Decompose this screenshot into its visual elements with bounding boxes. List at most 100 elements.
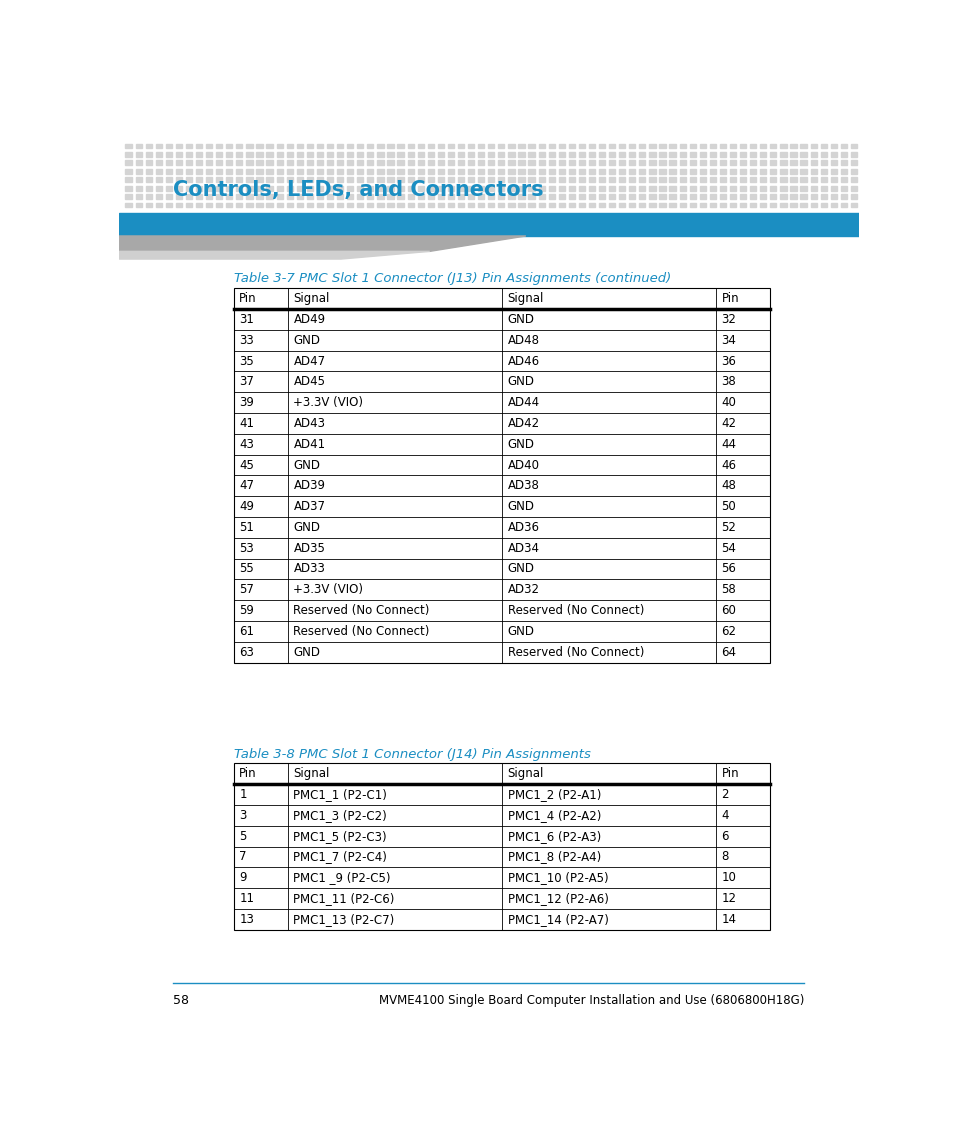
Bar — [528, 185, 534, 190]
Bar — [146, 160, 152, 165]
Bar — [709, 203, 716, 207]
Bar — [246, 160, 253, 165]
Bar — [840, 195, 846, 199]
Bar — [608, 185, 615, 190]
Bar — [236, 152, 242, 157]
Text: 43: 43 — [239, 437, 254, 451]
Bar — [780, 195, 785, 199]
Bar — [517, 160, 524, 165]
Bar — [477, 169, 484, 174]
Bar — [166, 143, 172, 148]
Bar — [347, 152, 353, 157]
Bar — [437, 185, 443, 190]
Bar — [427, 177, 434, 182]
Bar — [608, 177, 615, 182]
Bar — [447, 195, 454, 199]
Bar — [659, 203, 665, 207]
Bar — [135, 177, 142, 182]
Bar — [367, 203, 373, 207]
Bar — [780, 143, 785, 148]
Bar — [256, 203, 262, 207]
Bar — [166, 185, 172, 190]
Bar — [608, 160, 615, 165]
Bar — [588, 152, 595, 157]
Bar — [578, 203, 584, 207]
Bar — [367, 185, 373, 190]
Bar — [528, 177, 534, 182]
Text: GND: GND — [507, 376, 534, 388]
Bar — [820, 177, 826, 182]
Text: PMC1_14 (P2-A7): PMC1_14 (P2-A7) — [507, 913, 608, 926]
Text: 48: 48 — [720, 480, 736, 492]
Bar — [327, 169, 333, 174]
Bar — [477, 177, 484, 182]
Bar — [356, 203, 363, 207]
Bar — [720, 185, 725, 190]
Bar — [537, 185, 544, 190]
Text: PMC1_6 (P2-A3): PMC1_6 (P2-A3) — [507, 830, 600, 843]
Bar — [618, 185, 624, 190]
Bar — [810, 143, 816, 148]
Bar — [186, 195, 192, 199]
Bar — [397, 203, 403, 207]
Bar — [336, 143, 343, 148]
Text: 8: 8 — [720, 851, 728, 863]
Bar — [537, 195, 544, 199]
Bar — [497, 185, 504, 190]
Bar — [256, 160, 262, 165]
Bar — [568, 185, 575, 190]
Bar — [568, 160, 575, 165]
Bar — [608, 195, 615, 199]
Bar — [468, 203, 474, 207]
Bar — [307, 195, 313, 199]
Bar — [830, 152, 836, 157]
Bar — [327, 185, 333, 190]
Bar — [840, 203, 846, 207]
Bar — [296, 177, 303, 182]
Bar — [568, 169, 575, 174]
Text: 1: 1 — [239, 788, 247, 802]
Bar — [709, 152, 716, 157]
Bar — [166, 152, 172, 157]
Bar — [216, 203, 222, 207]
Bar — [649, 195, 655, 199]
Text: 32: 32 — [720, 313, 736, 326]
Text: 64: 64 — [720, 646, 736, 658]
Bar — [387, 143, 394, 148]
Bar — [830, 143, 836, 148]
Bar — [155, 143, 162, 148]
Bar — [336, 185, 343, 190]
Bar — [407, 203, 414, 207]
Bar — [649, 160, 655, 165]
Bar — [679, 203, 685, 207]
Bar — [508, 177, 514, 182]
Bar — [397, 177, 403, 182]
Bar — [236, 169, 242, 174]
Text: Pin: Pin — [720, 292, 739, 305]
Text: AD43: AD43 — [294, 417, 325, 431]
Bar — [256, 152, 262, 157]
Text: AD34: AD34 — [507, 542, 539, 554]
Bar — [397, 185, 403, 190]
Bar — [558, 169, 564, 174]
Bar — [720, 143, 725, 148]
Bar — [649, 169, 655, 174]
Bar — [629, 169, 635, 174]
Text: 54: 54 — [720, 542, 736, 554]
Bar — [830, 177, 836, 182]
Bar — [528, 152, 534, 157]
Text: PMC1_11 (P2-C6): PMC1_11 (P2-C6) — [294, 892, 395, 905]
Bar — [618, 143, 624, 148]
Bar — [548, 169, 555, 174]
Bar — [407, 185, 414, 190]
Bar — [689, 169, 695, 174]
Bar — [216, 169, 222, 174]
Bar — [689, 152, 695, 157]
Text: AD47: AD47 — [294, 355, 325, 368]
Bar — [447, 160, 454, 165]
Text: 35: 35 — [239, 355, 253, 368]
Text: 34: 34 — [720, 334, 736, 347]
Bar — [629, 195, 635, 199]
Bar — [347, 160, 353, 165]
Bar — [216, 177, 222, 182]
